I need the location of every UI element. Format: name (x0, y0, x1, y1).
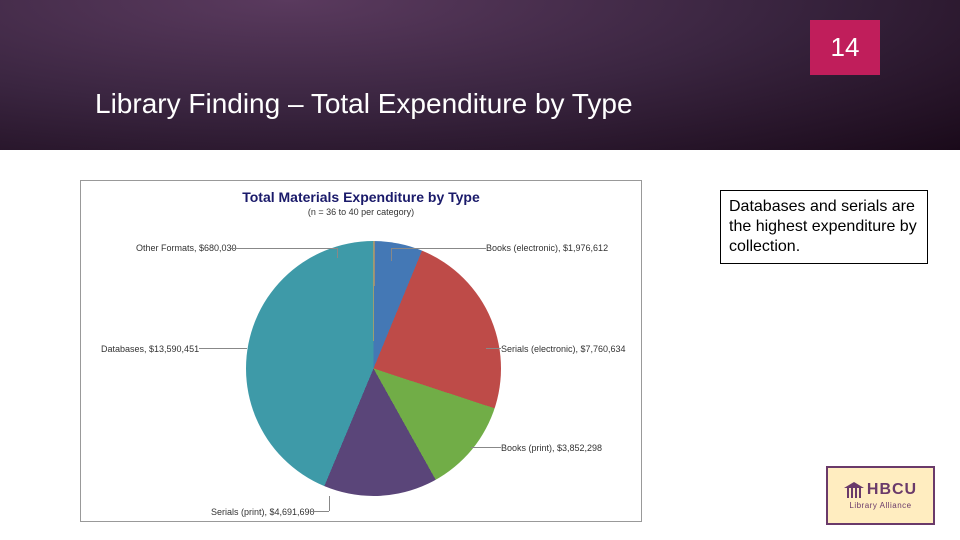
pie-wrap (246, 241, 501, 496)
slide-header: 14 Library Finding – Total Expenditure b… (0, 0, 960, 150)
pie-chart (246, 241, 501, 496)
insight-note: Databases and serials are the highest ex… (720, 190, 928, 264)
chart-title: Total Materials Expenditure by Type (81, 189, 641, 205)
pie-label: Serials (electronic), $7,760,634 (501, 344, 626, 354)
logo-sub-text: Library Alliance (849, 501, 911, 510)
chart-subtitle: (n = 36 to 40 per category) (81, 207, 641, 217)
pie-label: Books (print), $3,852,298 (501, 443, 602, 453)
building-icon (844, 482, 864, 498)
pie-label: Books (electronic), $1,976,612 (486, 243, 608, 253)
pie-label: Serials (print), $4,691,690 (211, 507, 315, 517)
pie-label: Other Formats, $680,030 (136, 243, 237, 253)
chart-container: Total Materials Expenditure by Type (n =… (80, 180, 642, 522)
logo-main-text: HBCU (867, 481, 917, 499)
pie-label: Databases, $13,590,451 (101, 344, 199, 354)
slide-title: Library Finding – Total Expenditure by T… (95, 88, 633, 120)
hbcu-logo: HBCU Library Alliance (826, 466, 935, 525)
page-number-badge: 14 (810, 20, 880, 75)
